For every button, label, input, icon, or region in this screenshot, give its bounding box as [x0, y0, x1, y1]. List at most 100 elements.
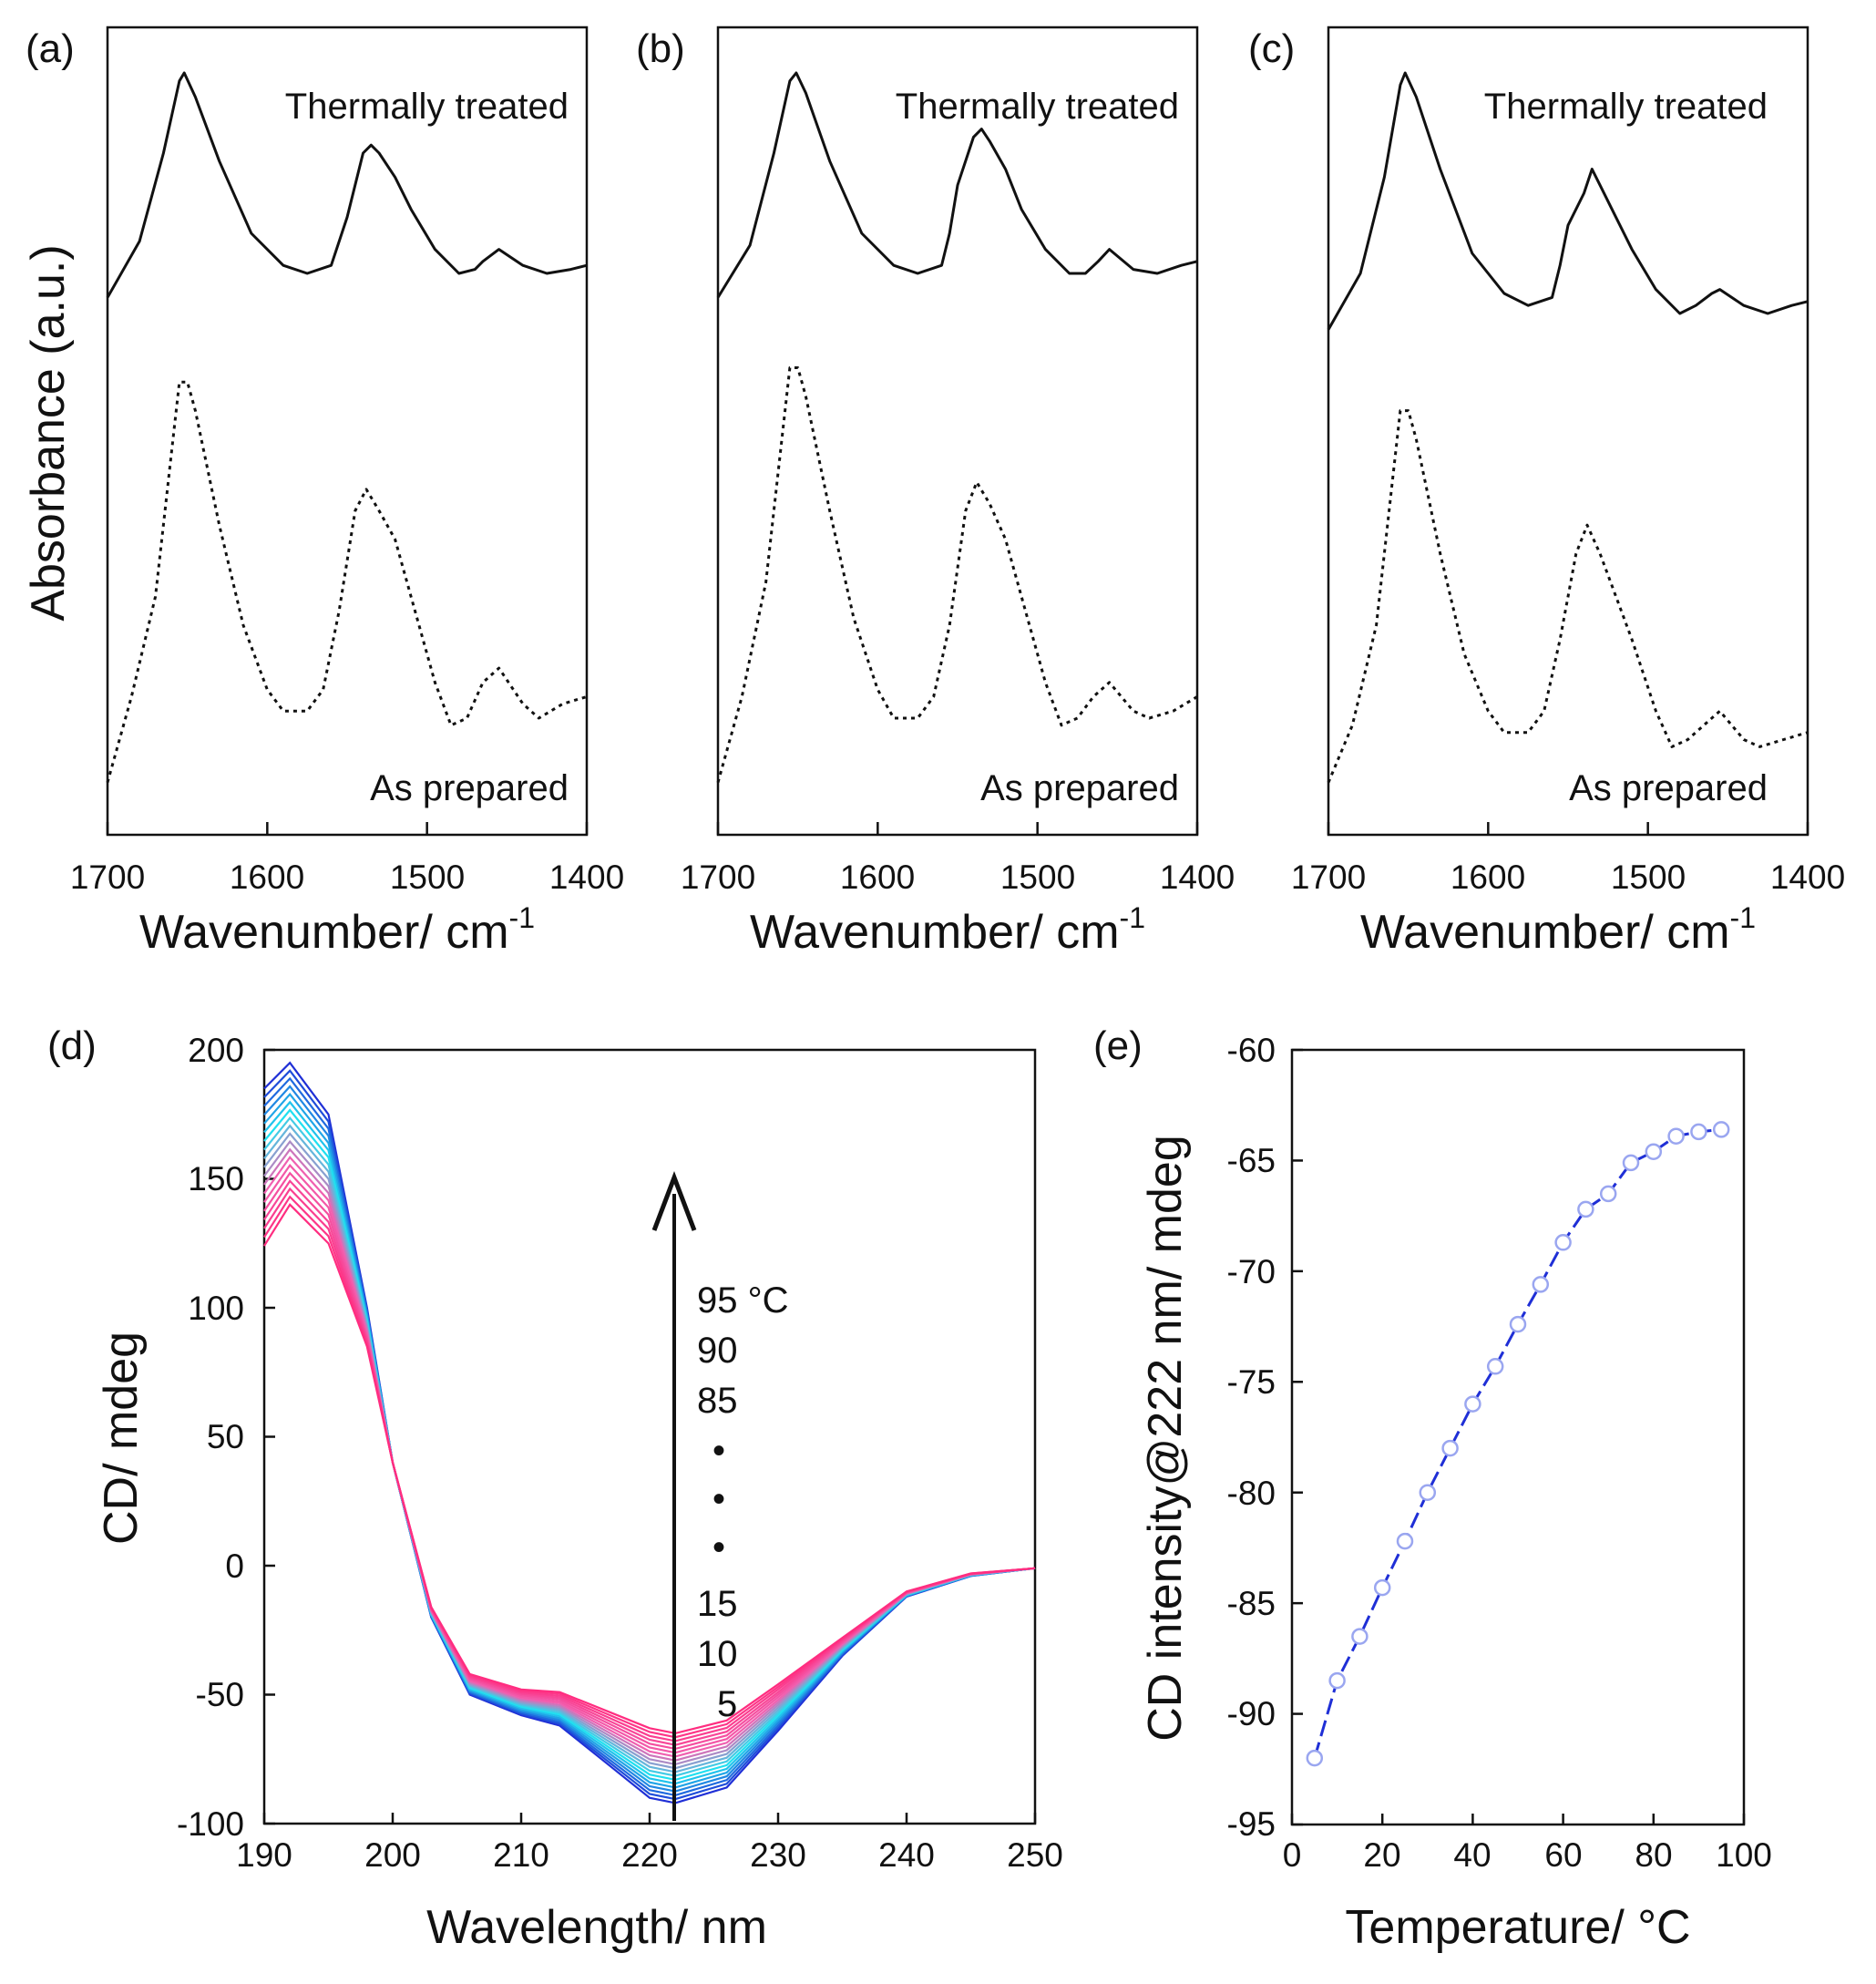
panel-b-tick-1400: 1400 — [1160, 858, 1235, 896]
thermally-treated-curve — [106, 71, 588, 299]
panel-e-xtick-100: 100 — [1716, 1836, 1772, 1874]
panel-c-tick-1400: 1400 — [1770, 858, 1845, 896]
panel-a-tick-1400: 1400 — [549, 858, 624, 896]
panel-d-tick-labels: 190 200 210 220 230 240 250 200 150 100 … — [177, 1032, 1063, 1874]
panel-b-tick-1500: 1500 — [1000, 858, 1075, 896]
cd-spectrum-30C — [263, 1100, 1036, 1785]
panel-a-curves — [106, 71, 588, 784]
cd-intensity-point-40 — [1464, 1395, 1481, 1413]
panel-d-xtick-200: 200 — [364, 1836, 421, 1874]
panel-e-xtick-0: 0 — [1283, 1836, 1302, 1874]
panel-a-xlabel-sup: -1 — [509, 901, 535, 934]
panel-b: (b) Thermally treated As prepared 1700 1… — [636, 26, 1235, 959]
cd-spectrum-10C — [263, 1069, 1036, 1801]
cd-spectrum-15C — [263, 1076, 1036, 1797]
cd-spectrum-85C — [263, 1187, 1036, 1742]
cd-spectrum-55C — [263, 1139, 1036, 1766]
cd-spectrum-40C — [263, 1115, 1036, 1777]
panel-c-ticks — [1327, 822, 1809, 835]
panel-b-xlabel: Wavenumber/ cm-1 — [750, 901, 1145, 959]
cd-intensity-point-60 — [1554, 1234, 1572, 1251]
panel-a-ticks — [106, 822, 589, 835]
panel-b-curves — [716, 71, 1198, 784]
panel-d-ytick-150: 150 — [188, 1160, 244, 1198]
panel-e-xlabel: Temperature/ °C — [1345, 1901, 1690, 1954]
panel-d-xtick-240: 240 — [878, 1836, 935, 1874]
temp-label-5: 5 — [717, 1684, 737, 1724]
panel-d-xtick-210: 210 — [493, 1836, 549, 1874]
panel-d-xtick-250: 250 — [1007, 1836, 1063, 1874]
panel-d-xlabel: Wavelength/ nm — [426, 1901, 767, 1954]
panel-e-frame — [1290, 1048, 1746, 1826]
temp-label-85: 85 — [697, 1381, 738, 1421]
panel-d-xtick-190: 190 — [236, 1836, 292, 1874]
panel-e-ytick-m75: -75 — [1227, 1363, 1276, 1401]
cd-spectrum-25C — [263, 1092, 1036, 1789]
panel-a-tick-1700: 1700 — [70, 858, 145, 896]
panel-d-ticks — [262, 1048, 1037, 1825]
temp-label-10: 10 — [697, 1634, 738, 1674]
panel-b-tick-1600: 1600 — [840, 858, 915, 896]
panel-a-top-label: Thermally treated — [285, 87, 569, 127]
panel-e: (e) 0 20 40 60 80 100 -60 -65 -70 -75 -8… — [1093, 1023, 1772, 1954]
cd-spectrum-95C — [263, 1203, 1036, 1735]
panel-b-top-label: Thermally treated — [896, 87, 1179, 127]
panel-a-tick-1600: 1600 — [230, 858, 304, 896]
cd-intensity-point-90 — [1690, 1123, 1707, 1141]
panel-c-tick-1700: 1700 — [1291, 858, 1366, 896]
cd-spectrum-70C — [263, 1163, 1036, 1754]
panel-c: (c) Thermally treated As prepared 1700 1… — [1248, 26, 1845, 959]
panel-c-label: (c) — [1248, 26, 1295, 71]
panel-a-xlabel-main: Wavenumber/ cm — [139, 906, 509, 959]
panel-e-ytick-m85: -85 — [1227, 1585, 1276, 1622]
panel-c-xlabel: Wavenumber/ cm-1 — [1360, 901, 1756, 959]
cd-spectrum-5C — [263, 1061, 1036, 1804]
panel-e-ticks — [1290, 1048, 1746, 1826]
temp-dot-3: • — [712, 1527, 725, 1568]
panel-d-ylabel: CD/ mdeg — [95, 1331, 148, 1545]
cd-spectrum-65C — [263, 1156, 1036, 1758]
panel-e-xtick-60: 60 — [1544, 1836, 1582, 1874]
panel-d-ytick-0: 0 — [225, 1547, 244, 1585]
cd-spectrum-20C — [263, 1085, 1036, 1793]
cd-intensity-point-5 — [1306, 1749, 1324, 1767]
panel-e-ytick-m60: -60 — [1227, 1032, 1276, 1069]
panel-a-tick-1500: 1500 — [390, 858, 465, 896]
panel-e-ytick-m70: -70 — [1227, 1253, 1276, 1290]
panel-c-bottom-label: As prepared — [1569, 768, 1768, 808]
panel-e-ytick-m90: -90 — [1227, 1695, 1276, 1732]
panel-d-label: (d) — [47, 1023, 97, 1068]
panel-c-tick-1600: 1600 — [1451, 858, 1525, 896]
panel-e-curve — [1306, 1121, 1730, 1767]
panel-e-ylabel: CD intensity@222 nm/ mdeg — [1139, 1135, 1192, 1742]
cd-intensity-point-50 — [1509, 1315, 1527, 1333]
panel-d-ytick-100: 100 — [188, 1290, 244, 1327]
panel-b-label: (b) — [636, 26, 685, 71]
cd-spectrum-80C — [263, 1179, 1036, 1746]
cd-intensity-point-20 — [1373, 1578, 1391, 1597]
panel-a-label: (a) — [26, 26, 75, 71]
temp-dot-2: • — [712, 1479, 725, 1519]
cd-intensity-point-15 — [1351, 1628, 1369, 1645]
panel-a-frame — [106, 26, 589, 837]
panel-e-xtick-80: 80 — [1635, 1836, 1672, 1874]
as-prepared-curve — [1327, 409, 1809, 784]
cd-intensity-point-55 — [1532, 1276, 1550, 1293]
panel-b-xlabel-sup: -1 — [1120, 901, 1145, 934]
cd-intensity-point-35 — [1441, 1439, 1459, 1457]
panel-c-curves — [1327, 71, 1809, 784]
temp-dot-1: • — [712, 1431, 725, 1471]
cd-intensity-point-25 — [1396, 1532, 1414, 1550]
cd-intensity-point-80 — [1645, 1143, 1663, 1160]
panel-d-ytick-50: 50 — [207, 1418, 244, 1455]
panel-e-label: (e) — [1093, 1023, 1143, 1068]
panel-a-bottom-label: As prepared — [370, 768, 569, 808]
panel-c-xlabel-sup: -1 — [1730, 901, 1756, 934]
panel-c-top-label: Thermally treated — [1484, 87, 1768, 127]
panel-b-tick-1700: 1700 — [681, 858, 755, 896]
ftir-ylabel: Absorbance (a.u.) — [22, 244, 75, 621]
panel-e-ytick-m80: -80 — [1227, 1475, 1276, 1512]
panel-d-frame — [262, 1048, 1037, 1825]
panel-a: (a) Thermally treated As prepared 1700 1… — [26, 26, 624, 959]
